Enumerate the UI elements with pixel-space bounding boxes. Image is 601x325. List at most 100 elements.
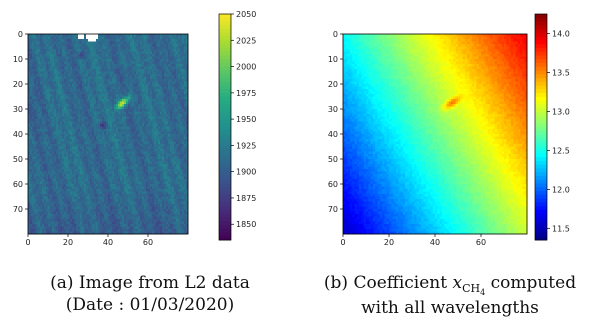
heatmap-cell	[104, 129, 107, 132]
heatmap-cell	[90, 134, 93, 137]
heatmap-cell	[140, 89, 143, 92]
heatmap-cell	[130, 91, 133, 95]
heatmap-cell	[130, 99, 133, 102]
heatmap-cell	[28, 149, 31, 152]
heatmap-cell	[110, 144, 113, 147]
heatmap-cell	[90, 161, 93, 165]
heatmap-cell	[170, 134, 173, 137]
heatmap-cell	[138, 181, 141, 185]
heatmap-cell	[170, 166, 173, 170]
heatmap-cell	[154, 89, 157, 92]
heatmap-cell	[102, 39, 105, 42]
heatmap-cell	[96, 51, 99, 55]
heatmap-cell	[44, 46, 47, 50]
heatmap-cell	[140, 186, 143, 190]
heatmap-cell	[90, 56, 93, 60]
heatmap-cell	[94, 106, 97, 110]
heatmap-cell	[156, 79, 159, 82]
heatmap-cell	[174, 36, 177, 40]
heatmap-cell	[144, 84, 147, 87]
heatmap-cell	[32, 41, 35, 45]
heatmap-cell	[28, 76, 31, 80]
heatmap-cell	[170, 49, 173, 52]
heatmap-cell	[170, 176, 173, 180]
heatmap-cell	[162, 116, 165, 120]
heatmap-cell	[124, 139, 127, 142]
heatmap-cell	[54, 34, 57, 37]
heatmap-cell	[116, 54, 119, 57]
heatmap-cell	[134, 36, 137, 40]
heatmap-cell	[150, 109, 153, 112]
heatmap-cell	[160, 41, 163, 45]
heatmap-cell	[148, 56, 151, 60]
heatmap-cell	[64, 51, 67, 55]
heatmap-cell	[124, 116, 127, 120]
heatmap-cell	[138, 116, 141, 120]
heatmap-cell	[128, 134, 131, 137]
heatmap-cell	[126, 136, 129, 140]
heatmap-cell	[124, 136, 127, 140]
heatmap-cell	[148, 74, 151, 77]
heatmap-cell	[150, 129, 153, 132]
heatmap-cell	[80, 71, 83, 75]
heatmap-cell	[152, 136, 155, 140]
heatmap-cell	[182, 104, 185, 107]
heatmap-cell	[58, 54, 61, 57]
heatmap-cell	[90, 156, 93, 160]
heatmap-cell	[32, 116, 35, 120]
heatmap-cell	[136, 74, 139, 77]
heatmap-cell	[66, 131, 69, 135]
heatmap-cell	[154, 44, 157, 47]
heatmap-cell	[100, 99, 103, 102]
heatmap-cell	[144, 144, 147, 147]
heatmap-cell	[118, 116, 121, 120]
heatmap-cell	[44, 146, 47, 150]
heatmap-cell	[66, 139, 69, 142]
heatmap-cell	[102, 36, 105, 40]
heatmap-cell	[56, 186, 59, 190]
heatmap-cell	[168, 146, 171, 150]
heatmap-cell	[68, 61, 71, 65]
heatmap-cell	[124, 149, 127, 152]
heatmap-cell	[48, 154, 51, 157]
heatmap-cell	[32, 91, 35, 95]
heatmap-cell	[164, 159, 167, 162]
heatmap-cell	[114, 179, 117, 182]
heatmap-cell	[108, 84, 111, 87]
heatmap-cell	[56, 39, 59, 42]
heatmap-cell	[136, 169, 139, 172]
heatmap-cell	[100, 51, 103, 55]
heatmap-cell	[186, 96, 189, 100]
heatmap-cell	[44, 76, 47, 80]
heatmap-cell	[88, 171, 91, 175]
heatmap-cell	[62, 126, 65, 130]
heatmap-cell	[116, 89, 119, 92]
heatmap-cell	[102, 66, 105, 70]
heatmap-cell	[68, 181, 71, 185]
heatmap-cell	[130, 129, 133, 132]
heatmap-cell	[30, 174, 33, 177]
heatmap-cell	[170, 84, 173, 87]
heatmap-cell	[110, 91, 113, 95]
heatmap-cell	[118, 51, 121, 55]
heatmap-cell	[158, 134, 161, 137]
heatmap-cell	[34, 149, 37, 152]
heatmap-cell	[36, 164, 39, 167]
heatmap-cell	[34, 174, 37, 177]
heatmap-cell	[38, 56, 41, 60]
heatmap-cell	[180, 179, 183, 182]
heatmap-cell	[82, 181, 85, 185]
heatmap-cell	[48, 109, 51, 112]
heatmap-cell	[110, 184, 113, 187]
heatmap-cell	[94, 176, 97, 180]
heatmap-cell	[160, 34, 163, 37]
heatmap-cell	[72, 159, 75, 162]
heatmap-cell	[80, 96, 83, 100]
heatmap-cell	[162, 171, 165, 175]
heatmap-cell	[176, 174, 179, 177]
heatmap-cell	[168, 171, 171, 175]
heatmap-cell	[118, 41, 121, 45]
heatmap-cell	[108, 184, 111, 187]
heatmap-cell	[88, 69, 91, 72]
heatmap-cell	[134, 126, 137, 130]
